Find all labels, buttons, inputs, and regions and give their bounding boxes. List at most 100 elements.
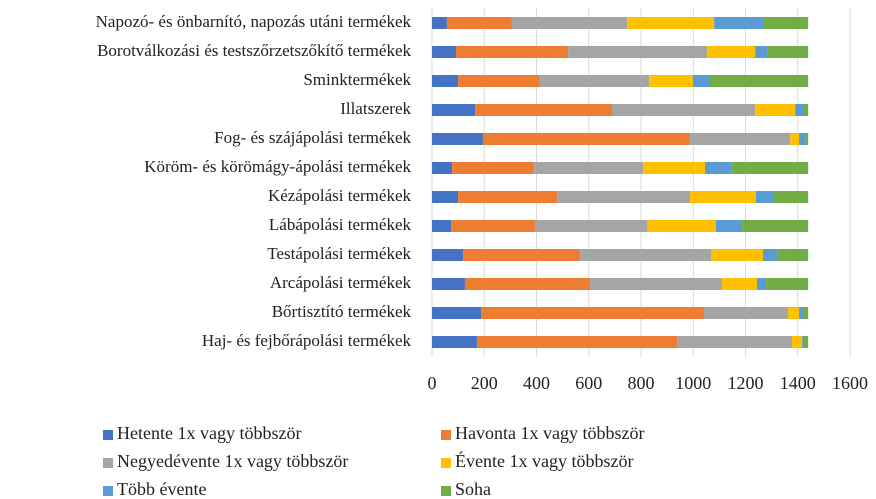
bar-segment: [534, 220, 648, 232]
bar-segment: [612, 104, 756, 116]
bar-segment: [557, 191, 691, 203]
y-tick-label: Haj- és fejbőrápolási termékek: [202, 331, 412, 350]
bar-segment: [773, 191, 809, 203]
bar-segment: [764, 17, 809, 29]
bar-segment: [432, 307, 482, 319]
bar-segment: [458, 75, 540, 87]
y-tick-label: Sminktermékek: [303, 70, 411, 89]
bar-segment: [475, 104, 613, 116]
bar-segment: [690, 191, 756, 203]
bar-segment: [709, 75, 809, 87]
legend-label: Negyedévente 1x vagy többször: [117, 451, 348, 471]
bar-segment: [432, 75, 459, 87]
y-tick-label: Napozó- és önbarnító, napozás utáni term…: [96, 12, 412, 31]
x-tick-label: 1600: [832, 373, 868, 393]
bar-segment: [463, 249, 581, 261]
bar-segment: [766, 278, 809, 290]
bar-segment: [705, 162, 733, 174]
x-tick-label: 800: [628, 373, 655, 393]
bar-segment: [804, 336, 809, 348]
bar-segment: [590, 278, 722, 290]
bar-segment: [446, 17, 512, 29]
bar-segment: [627, 17, 715, 29]
bar-segment: [795, 104, 805, 116]
bar-segment: [511, 17, 628, 29]
bar-segment: [711, 249, 764, 261]
bar-segment: [707, 46, 756, 58]
x-tick-label: 400: [523, 373, 550, 393]
bar-segment: [804, 104, 809, 116]
bar-segment: [763, 249, 778, 261]
bar-segment: [767, 46, 809, 58]
y-tick-label: Bőrtisztító termékek: [272, 302, 412, 321]
bar-segment: [742, 220, 809, 232]
bar-segment: [732, 162, 809, 174]
x-tick-label: 600: [575, 373, 602, 393]
bar-segment: [799, 133, 806, 145]
bar-segment: [692, 75, 710, 87]
legend-swatch: [103, 458, 113, 468]
bar-segment: [802, 336, 805, 348]
bar-segment: [458, 191, 558, 203]
bar-segment: [788, 307, 800, 319]
y-tick-label: Testápolási termékek: [267, 244, 411, 263]
bar-segment: [476, 336, 678, 348]
bar-segment: [756, 278, 767, 290]
y-tick-label: Köröm- és körömágy-ápolási termékek: [144, 157, 411, 176]
bar-segment: [777, 249, 809, 261]
bar-segment: [755, 46, 768, 58]
bar-segment: [792, 336, 803, 348]
bar-segment: [432, 191, 459, 203]
x-tick-label: 1000: [675, 373, 711, 393]
x-tick-label: 0: [428, 373, 437, 393]
bar-segment: [432, 17, 447, 29]
y-tick-label: Fog- és szájápolási termékek: [214, 128, 411, 147]
bar-segment: [432, 278, 465, 290]
legend-label: Havonta 1x vagy többször: [455, 423, 644, 443]
bar-segment: [451, 220, 535, 232]
bar-segment: [432, 46, 457, 58]
bar-segment: [805, 133, 809, 145]
bar-segment: [534, 162, 644, 174]
bar-segment: [647, 220, 716, 232]
bar-segment: [703, 307, 789, 319]
y-tick-label: Borotválkozási és testszőrzetszőkítő ter…: [97, 41, 411, 60]
bar-segment: [432, 104, 476, 116]
bar-segment: [432, 220, 452, 232]
bar-segment: [481, 307, 704, 319]
y-tick-label: Illatszerek: [340, 99, 411, 118]
bar-segment: [643, 162, 706, 174]
bar-segment: [715, 220, 743, 232]
bar-segment: [790, 133, 800, 145]
legend-swatch: [103, 430, 113, 440]
bar-segment: [432, 133, 483, 145]
bar-segment: [649, 75, 693, 87]
bar-segment: [539, 75, 650, 87]
legend-label: Hetente 1x vagy többször: [117, 423, 301, 443]
bar-segment: [432, 336, 477, 348]
bar-segment: [755, 104, 796, 116]
x-tick-label: 200: [471, 373, 498, 393]
y-tick-label: Arcápolási termékek: [270, 273, 412, 292]
x-tick-label: 1200: [728, 373, 764, 393]
y-tick-label: Kézápolási termékek: [268, 186, 412, 205]
bar-segment: [690, 133, 791, 145]
bar-segment: [721, 278, 757, 290]
legend-label: Soha: [455, 479, 491, 499]
bar-segment: [568, 46, 708, 58]
bar-segment: [802, 307, 809, 319]
bar-segment: [580, 249, 712, 261]
bar-segment: [799, 307, 803, 319]
bar-segment: [677, 336, 793, 348]
legend-label: Évente 1x vagy többször: [455, 450, 633, 471]
bar-segment: [456, 46, 569, 58]
x-tick-label: 1400: [780, 373, 816, 393]
legend-swatch: [103, 486, 113, 496]
legend-swatch: [441, 458, 451, 468]
legend-swatch: [441, 486, 451, 496]
bar-segment: [755, 191, 774, 203]
bar-segment: [482, 133, 691, 145]
legend-swatch: [441, 430, 451, 440]
